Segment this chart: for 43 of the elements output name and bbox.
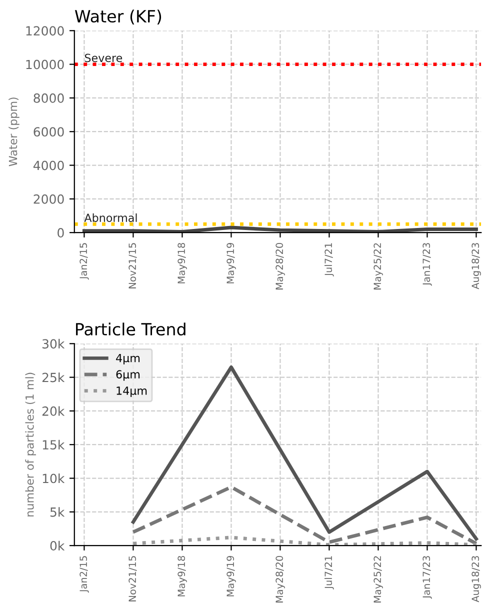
y-tick-label: 6000: [34, 127, 64, 137]
y-axis-title: number of particles (1 ml): [25, 372, 36, 516]
y-tick-label: 30k: [42, 338, 65, 349]
chart-title: Particle Trend: [76, 322, 186, 336]
y-tick-label: 5k: [50, 507, 65, 517]
line-series: [131, 536, 478, 546]
x-tick-label: May28/20: [276, 242, 285, 290]
y-tick-label: 25k: [42, 372, 65, 382]
x-tick-label: May25/22: [374, 556, 383, 602]
legend-label: 6µm: [116, 370, 140, 381]
y-tick-label: 4000: [33, 160, 64, 170]
ref-line-label: Abnormal: [84, 213, 137, 222]
x-tick-label: May9/19: [226, 556, 236, 596]
y-axis-title: Water (ppm): [8, 98, 20, 166]
x-tick-label: May9/18: [178, 242, 187, 284]
y-tick-label: 0: [58, 228, 64, 238]
y-tick-label: 10000: [26, 60, 64, 70]
x-tick-label: Nov21/15: [128, 556, 137, 602]
legend-label: 4µm: [116, 354, 140, 364]
x-tick-label: Jul7/21: [324, 556, 334, 590]
x-tick-label: Jan2/15: [80, 243, 89, 280]
y-tick-label: 20k: [42, 406, 65, 416]
x-tick-label: Aug18/23: [472, 243, 481, 290]
x-tick-label: Jan17/23: [422, 556, 432, 599]
y-tick-label: 15k: [42, 440, 65, 450]
x-tick-label: May9/19: [226, 242, 236, 284]
x-tick-label: May9/18: [178, 556, 187, 596]
x-tick-label: May28/20: [276, 556, 285, 602]
x-tick-label: Aug18/23: [472, 556, 481, 602]
line-series: [131, 485, 478, 546]
x-tick-label: May25/22: [374, 243, 383, 290]
x-tick-label: Jan17/23: [422, 243, 432, 286]
y-tick-label: 0k: [50, 540, 65, 550]
ref-line-label: Severe: [84, 54, 122, 62]
x-tick-label: Jan2/15: [80, 556, 89, 593]
x-tick-label: Nov21/15: [128, 243, 137, 288]
x-tick-label: Jul7/21: [324, 243, 334, 276]
y-tick-label: 12000: [26, 26, 64, 36]
y-tick-label: 10k: [42, 474, 65, 484]
legend-label: 14µm: [116, 386, 147, 398]
y-tick-label: 8000: [34, 93, 64, 103]
chart-title: Water (KF): [74, 10, 162, 25]
y-tick-label: 2000: [34, 194, 64, 204]
